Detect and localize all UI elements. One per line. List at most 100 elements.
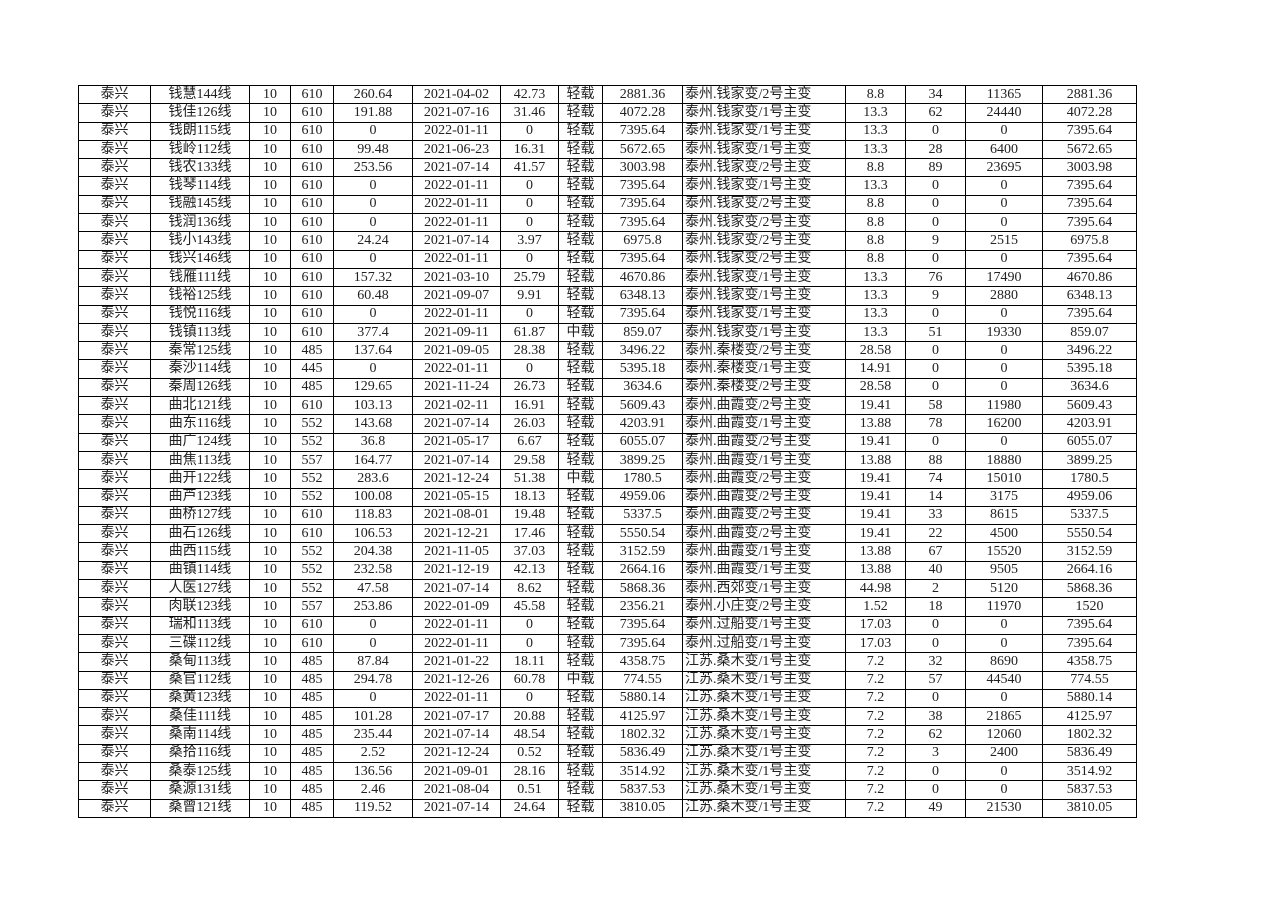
cell-transformer-value[interactable]: 8.8 (845, 213, 906, 233)
cell-available-capacity[interactable]: 774.55 (1042, 670, 1137, 690)
cell-voltage[interactable]: 10 (249, 194, 291, 215)
cell-load-status[interactable]: 轻载 (558, 158, 603, 178)
cell-date[interactable]: 2021-07-14 (412, 725, 501, 745)
cell-remaining-capacity[interactable]: 1802.32 (602, 725, 683, 745)
cell-line-name[interactable]: 桑拾116线 (150, 743, 250, 763)
cell-line-name[interactable]: 桑南114线 (150, 725, 250, 745)
cell-line-name[interactable]: 钱朗115线 (150, 121, 250, 141)
cell-amount[interactable]: 15520 (965, 542, 1043, 562)
cell-load-rate[interactable]: 29.58 (500, 450, 559, 471)
cell-load-rate[interactable]: 37.03 (500, 542, 559, 562)
cell-line-name[interactable]: 桑甸113线 (150, 652, 250, 672)
cell-remaining-capacity[interactable]: 5868.36 (602, 579, 683, 599)
cell-remaining-capacity[interactable]: 3514.92 (602, 761, 683, 782)
cell-date[interactable]: 2021-05-15 (412, 487, 501, 507)
cell-remaining-capacity[interactable]: 5337.5 (602, 505, 683, 526)
cell-available-capacity[interactable]: 3810.05 (1042, 798, 1137, 818)
cell-available-capacity[interactable]: 1780.5 (1042, 469, 1137, 489)
cell-load-rate[interactable]: 41.57 (500, 158, 559, 178)
cell-amount[interactable]: 2400 (965, 743, 1043, 763)
cell-line-name[interactable]: 钱岭112线 (150, 139, 250, 160)
cell-amount[interactable]: 23695 (965, 158, 1043, 178)
cell-capacity[interactable]: 610 (290, 322, 334, 343)
cell-remaining-capacity[interactable]: 7395.64 (602, 633, 683, 654)
cell-load-status[interactable]: 轻载 (558, 450, 603, 471)
cell-load-status[interactable]: 轻载 (558, 194, 603, 215)
cell-region[interactable]: 泰兴 (78, 213, 151, 233)
cell-line-name[interactable]: 曲西115线 (150, 542, 250, 562)
cell-load-rate[interactable]: 0 (500, 304, 559, 324)
cell-load-rate[interactable]: 16.31 (500, 139, 559, 160)
cell-load-rate[interactable]: 9.91 (500, 286, 559, 306)
cell-region[interactable]: 泰兴 (78, 267, 151, 288)
cell-load-value[interactable]: 260.64 (333, 84, 413, 105)
cell-voltage[interactable]: 10 (249, 505, 291, 526)
cell-available-capacity[interactable]: 5550.54 (1042, 524, 1137, 544)
cell-count[interactable]: 0 (905, 359, 966, 379)
cell-date[interactable]: 2021-06-23 (412, 139, 501, 160)
cell-region[interactable]: 泰兴 (78, 743, 151, 763)
cell-remaining-capacity[interactable]: 6055.07 (602, 432, 683, 452)
cell-region[interactable]: 泰兴 (78, 688, 151, 709)
cell-substation[interactable]: 泰州.曲霞变/2号主变 (682, 487, 846, 507)
cell-load-value[interactable]: 235.44 (333, 725, 413, 745)
cell-load-value[interactable]: 0 (333, 249, 413, 269)
cell-load-value[interactable]: 377.4 (333, 322, 413, 343)
cell-load-status[interactable]: 中载 (558, 670, 603, 690)
cell-load-rate[interactable]: 18.13 (500, 487, 559, 507)
cell-region[interactable]: 泰兴 (78, 158, 151, 178)
cell-substation[interactable]: 泰州.钱家变/1号主变 (682, 139, 846, 160)
cell-remaining-capacity[interactable]: 5609.43 (602, 396, 683, 416)
cell-voltage[interactable]: 10 (249, 396, 291, 416)
cell-amount[interactable]: 16200 (965, 414, 1043, 434)
cell-remaining-capacity[interactable]: 3003.98 (602, 158, 683, 178)
cell-remaining-capacity[interactable]: 2356.21 (602, 597, 683, 617)
cell-capacity[interactable]: 557 (290, 450, 334, 471)
cell-region[interactable]: 泰兴 (78, 780, 151, 800)
cell-date[interactable]: 2022-01-11 (412, 615, 501, 635)
cell-line-name[interactable]: 桑佳111线 (150, 707, 250, 727)
cell-available-capacity[interactable]: 7395.64 (1042, 304, 1137, 324)
cell-transformer-value[interactable]: 13.88 (845, 560, 906, 581)
cell-load-value[interactable]: 24.24 (333, 231, 413, 251)
cell-region[interactable]: 泰兴 (78, 322, 151, 343)
cell-load-status[interactable]: 轻载 (558, 597, 603, 617)
cell-voltage[interactable]: 10 (249, 359, 291, 379)
cell-available-capacity[interactable]: 4203.91 (1042, 414, 1137, 434)
cell-region[interactable]: 泰兴 (78, 377, 151, 398)
cell-transformer-value[interactable]: 7.2 (845, 780, 906, 800)
cell-capacity[interactable]: 610 (290, 286, 334, 306)
cell-substation[interactable]: 泰州.曲霞变/1号主变 (682, 450, 846, 471)
cell-amount[interactable]: 21865 (965, 707, 1043, 727)
cell-load-rate[interactable]: 19.48 (500, 505, 559, 526)
cell-region[interactable]: 泰兴 (78, 194, 151, 215)
cell-date[interactable]: 2021-07-14 (412, 231, 501, 251)
cell-line-name[interactable]: 三碟112线 (150, 633, 250, 654)
cell-capacity[interactable]: 610 (290, 158, 334, 178)
cell-voltage[interactable]: 10 (249, 688, 291, 709)
cell-date[interactable]: 2021-12-26 (412, 670, 501, 690)
cell-remaining-capacity[interactable]: 4125.97 (602, 707, 683, 727)
cell-load-status[interactable]: 轻载 (558, 542, 603, 562)
cell-available-capacity[interactable]: 5836.49 (1042, 743, 1137, 763)
cell-date[interactable]: 2021-09-07 (412, 286, 501, 306)
cell-region[interactable]: 泰兴 (78, 341, 151, 361)
cell-date[interactable]: 2021-11-05 (412, 542, 501, 562)
cell-load-value[interactable]: 129.65 (333, 377, 413, 398)
cell-capacity[interactable]: 485 (290, 652, 334, 672)
cell-available-capacity[interactable]: 3496.22 (1042, 341, 1137, 361)
cell-capacity[interactable]: 610 (290, 615, 334, 635)
cell-substation[interactable]: 泰州.秦楼变/2号主变 (682, 377, 846, 398)
cell-line-name[interactable]: 钱融145线 (150, 194, 250, 215)
cell-load-value[interactable]: 253.86 (333, 597, 413, 617)
cell-voltage[interactable]: 10 (249, 341, 291, 361)
cell-capacity[interactable]: 552 (290, 414, 334, 434)
cell-load-status[interactable]: 轻载 (558, 213, 603, 233)
cell-line-name[interactable]: 钱悦116线 (150, 304, 250, 324)
cell-load-status[interactable]: 轻载 (558, 304, 603, 324)
cell-load-rate[interactable]: 31.46 (500, 103, 559, 123)
cell-load-rate[interactable]: 42.73 (500, 84, 559, 105)
cell-count[interactable]: 34 (905, 84, 966, 105)
cell-voltage[interactable]: 10 (249, 121, 291, 141)
cell-remaining-capacity[interactable]: 4959.06 (602, 487, 683, 507)
